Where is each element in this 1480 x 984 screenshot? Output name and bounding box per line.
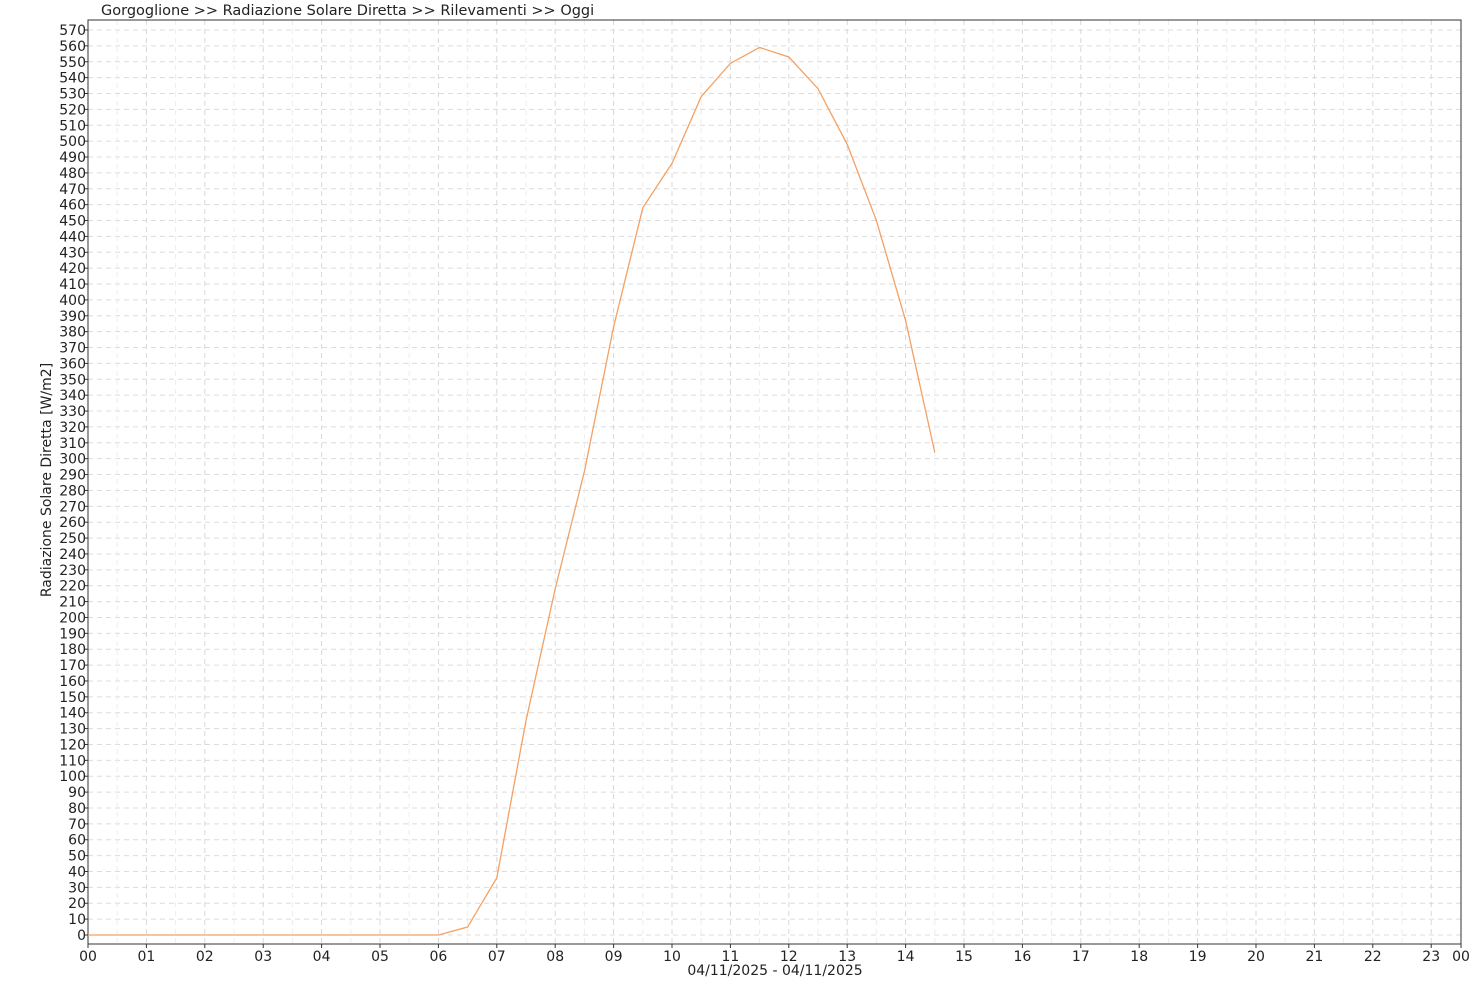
y-tick-label: 0 <box>77 928 86 944</box>
y-tick-label: 250 <box>59 531 86 547</box>
y-tick-label: 530 <box>59 87 86 103</box>
y-tick-label: 60 <box>68 833 86 849</box>
x-tick-label: 18 <box>1130 949 1148 965</box>
y-tick-label: 220 <box>59 579 86 595</box>
y-tick-label: 540 <box>59 71 86 87</box>
x-tick-label: 16 <box>1013 949 1031 965</box>
grid <box>88 20 1461 944</box>
y-tick-label: 550 <box>59 55 86 71</box>
y-tick-label: 320 <box>59 420 86 436</box>
y-tick-label: 300 <box>59 452 86 468</box>
y-tick-label: 390 <box>59 309 86 325</box>
x-tick-label: 22 <box>1364 949 1382 965</box>
x-tick-label: 01 <box>137 949 155 965</box>
y-tick-label: 180 <box>59 642 86 658</box>
y-tick-label: 110 <box>59 753 86 769</box>
x-tick-label: 17 <box>1072 949 1090 965</box>
x-tick-label: 04 <box>313 949 331 965</box>
y-tick-label: 370 <box>59 341 86 357</box>
x-tick-label: 19 <box>1189 949 1207 965</box>
y-tick-label: 410 <box>59 277 86 293</box>
y-tick-label: 310 <box>59 436 86 452</box>
y-tick-label: 140 <box>59 706 86 722</box>
y-tick-label: 10 <box>68 912 86 928</box>
x-axis: 00 01 02 03 04 05 06 07 08 09 10 11 12 13 14 15 16 17 18 19… <box>79 944 1470 965</box>
y-tick-label: 150 <box>59 690 86 706</box>
y-tick-label: 170 <box>59 658 86 674</box>
y-tick-label: 130 <box>59 722 86 738</box>
plot-frame <box>88 20 1461 944</box>
x-tick-label: 00 <box>1452 949 1470 965</box>
y-tick-label: 260 <box>59 515 86 531</box>
y-tick-label: 490 <box>59 150 86 166</box>
x-tick-label: 00 <box>79 949 97 965</box>
x-tick-label: 10 <box>663 949 681 965</box>
y-tick-label: 510 <box>59 118 86 134</box>
y-tick-label: 290 <box>59 468 86 484</box>
y-tick-label: 80 <box>68 801 86 817</box>
x-axis-label: 04/11/2025 - 04/11/2025 <box>687 963 862 979</box>
y-tick-label: 500 <box>59 134 86 150</box>
y-tick-label: 230 <box>59 563 86 579</box>
x-tick-label: 06 <box>429 949 447 965</box>
x-tick-label: 08 <box>546 949 564 965</box>
x-tick-label: 11 <box>721 949 739 965</box>
y-tick-label: 360 <box>59 356 86 372</box>
y-tick-label: 480 <box>59 166 86 182</box>
y-tick-label: 470 <box>59 182 86 198</box>
y-tick-label: 330 <box>59 404 86 420</box>
x-tick-label: 15 <box>955 949 973 965</box>
y-tick-label: 520 <box>59 102 86 118</box>
y-tick-label: 160 <box>59 674 86 690</box>
y-tick-label: 380 <box>59 325 86 341</box>
y-tick-label: 460 <box>59 198 86 214</box>
chart-title: Gorgoglione >> Radiazione Solare Diretta… <box>101 3 594 19</box>
x-tick-label: 03 <box>254 949 272 965</box>
series-line <box>88 47 935 935</box>
y-tick-label: 440 <box>59 229 86 245</box>
y-tick-label: 70 <box>68 817 86 833</box>
y-tick-label: 120 <box>59 737 86 753</box>
y-tick-label: 20 <box>68 896 86 912</box>
x-tick-label: 23 <box>1422 949 1440 965</box>
y-tick-label: 200 <box>59 610 86 626</box>
x-tick-label: 12 <box>780 949 798 965</box>
x-tick-label: 05 <box>371 949 389 965</box>
x-tick-label: 09 <box>605 949 623 965</box>
x-tick-label: 20 <box>1247 949 1265 965</box>
y-tick-label: 420 <box>59 261 86 277</box>
y-tick-label: 450 <box>59 214 86 230</box>
y-tick-label: 270 <box>59 499 86 515</box>
y-tick-label: 30 <box>68 880 86 896</box>
x-tick-label: 02 <box>196 949 214 965</box>
y-tick-label: 280 <box>59 483 86 499</box>
y-tick-label: 100 <box>59 769 86 785</box>
y-axis-label: Radiazione Solare Diretta [W/m2] <box>39 363 55 597</box>
y-tick-label: 340 <box>59 388 86 404</box>
series <box>88 47 935 935</box>
y-tick-label: 90 <box>68 785 86 801</box>
x-tick-label: 07 <box>488 949 506 965</box>
y-tick-label: 50 <box>68 849 86 865</box>
y-axis: 0102030405060708090100110120130140150160… <box>59 23 88 944</box>
y-tick-label: 560 <box>59 39 86 55</box>
x-tick-label: 21 <box>1305 949 1323 965</box>
y-tick-label: 240 <box>59 547 86 563</box>
y-tick-label: 400 <box>59 293 86 309</box>
y-tick-label: 190 <box>59 626 86 642</box>
y-tick-label: 570 <box>59 23 86 39</box>
x-tick-label: 14 <box>897 949 915 965</box>
y-tick-label: 350 <box>59 372 86 388</box>
y-tick-label: 210 <box>59 595 86 611</box>
y-tick-label: 430 <box>59 245 86 261</box>
x-tick-label: 13 <box>838 949 856 965</box>
y-tick-label: 40 <box>68 864 86 880</box>
